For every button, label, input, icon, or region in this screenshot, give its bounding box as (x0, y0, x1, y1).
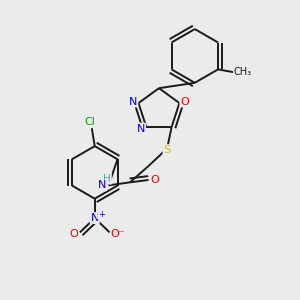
Text: O: O (151, 175, 160, 185)
Text: S: S (164, 145, 171, 155)
Text: N: N (98, 180, 106, 190)
Text: Cl: Cl (85, 117, 96, 127)
Text: O⁻: O⁻ (111, 229, 125, 239)
Text: O: O (70, 229, 78, 239)
Text: CH₃: CH₃ (234, 68, 252, 77)
Text: N: N (129, 97, 137, 106)
Text: H: H (103, 174, 111, 184)
Text: +: + (98, 210, 105, 219)
Text: N: N (91, 213, 99, 223)
Text: O: O (180, 97, 189, 106)
Text: N: N (137, 124, 145, 134)
